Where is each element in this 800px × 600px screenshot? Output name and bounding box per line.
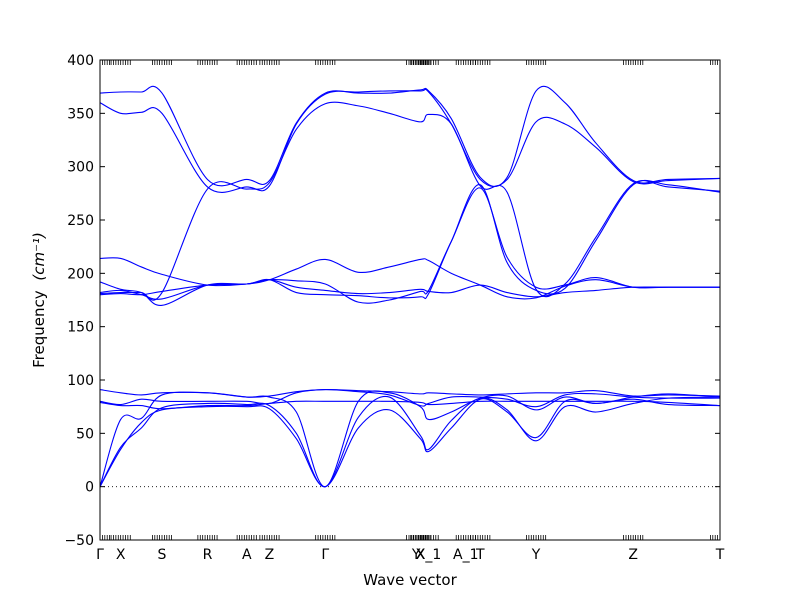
- y-tick-label: 400: [67, 53, 94, 69]
- x-tick-label: T: [475, 547, 485, 563]
- x-tick-label: X: [416, 547, 426, 563]
- y-tick-label: 350: [67, 106, 94, 122]
- band-line-2: [100, 395, 720, 488]
- band-line-11: [100, 101, 720, 301]
- band-line-13: [100, 85, 720, 187]
- band-line-8: [100, 258, 720, 300]
- x-ticks: Γ X S R A Z Γ YXX_1 A_1T Y Z T: [96, 60, 725, 563]
- y-axis-label: Frequency (cm⁻¹): [30, 232, 48, 368]
- x-tick-label: X: [116, 547, 126, 563]
- band-line-12: [100, 88, 720, 193]
- x-axis-label: Wave vector: [363, 571, 457, 589]
- band-line-10: [100, 179, 720, 300]
- series-group: [100, 85, 720, 488]
- y-tick-label: 150: [67, 320, 94, 336]
- x-tick-label: A_1: [453, 547, 478, 563]
- x-tick-label: Z: [265, 547, 275, 563]
- y-axis-label-text: Frequency: [30, 290, 48, 368]
- y-tick-label: 0: [85, 480, 94, 496]
- x-tick-label: A: [242, 547, 252, 563]
- y-axis-label-unit: (cm⁻¹): [30, 232, 48, 281]
- band-line-5: [100, 389, 720, 408]
- y-tick-label: 250: [67, 213, 94, 229]
- band-line-9: [100, 187, 720, 306]
- y-tick-label: 100: [67, 373, 94, 389]
- y-tick-label: −50: [64, 533, 94, 549]
- x-tick-label: S: [158, 547, 167, 563]
- plot-frame: [99, 59, 721, 541]
- x-tick-label: Γ: [96, 547, 104, 563]
- y-tick-label: 50: [76, 426, 94, 442]
- x-tick-label: Γ: [321, 547, 329, 563]
- x-tick-label: X_1: [416, 547, 442, 563]
- x-tick-label: Z: [628, 547, 638, 563]
- x-tick-label: T: [715, 547, 725, 563]
- band-line-7: [100, 279, 720, 298]
- x-tick-label: Y: [531, 547, 541, 563]
- x-tick-label: R: [203, 547, 213, 563]
- band-line-6: [100, 389, 720, 398]
- band-line-4: [100, 400, 720, 410]
- y-ticks: −50 0 50 100 150 200 250 300 350 400: [64, 53, 720, 549]
- y-tick-label: 300: [67, 160, 94, 176]
- y-tick-label: 200: [67, 266, 94, 282]
- x-tick-label: Y: [411, 547, 421, 563]
